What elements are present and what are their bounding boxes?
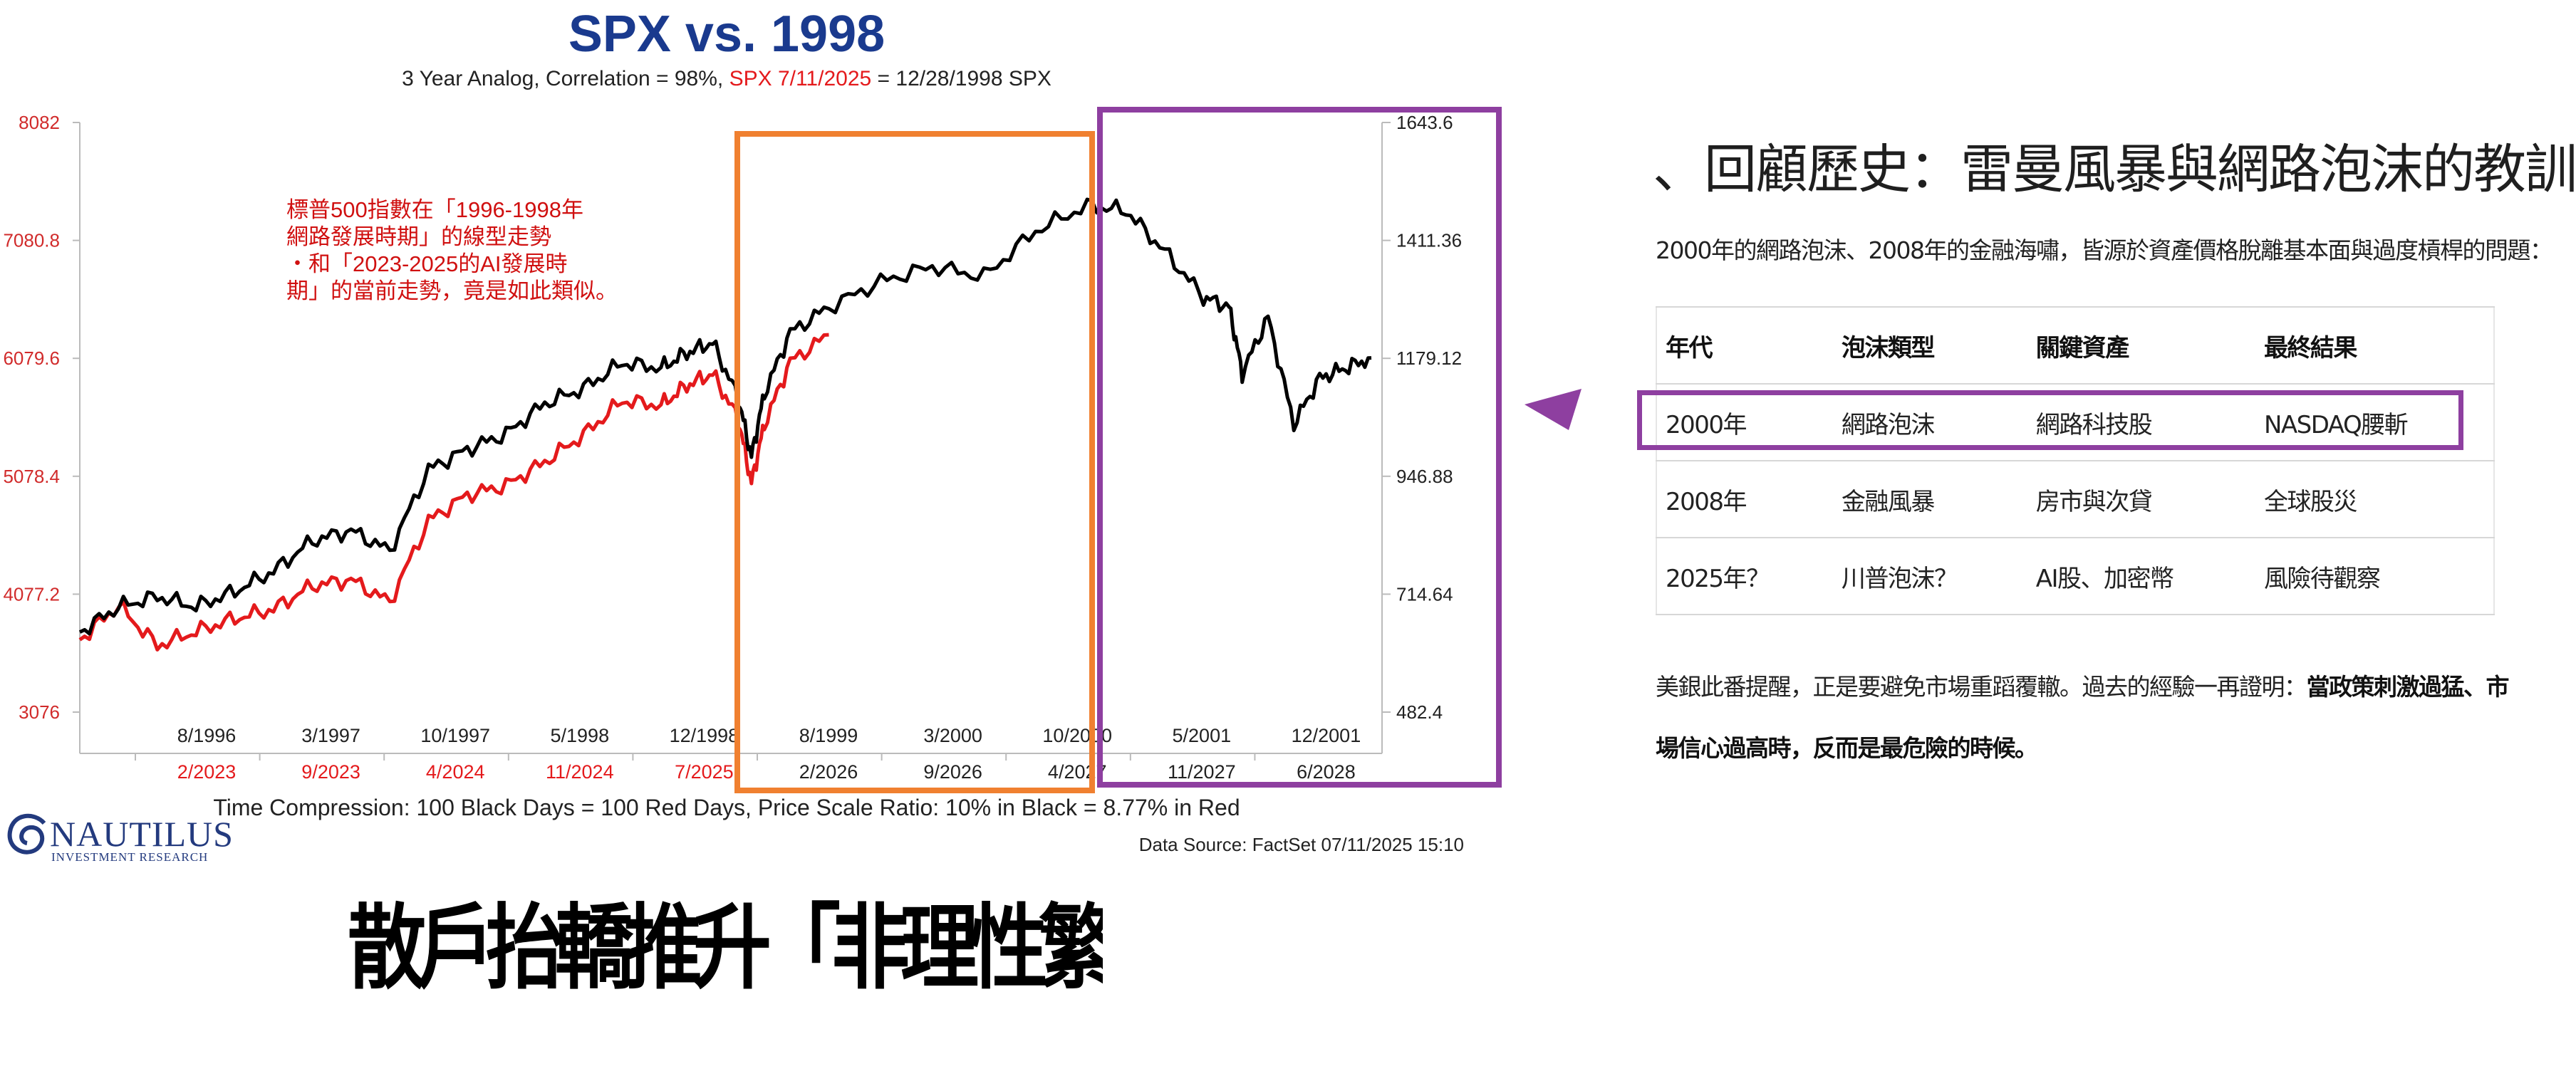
- article-title: 、回顧歷史：雷曼風暴與網路泡沫的教訓: [1653, 139, 2576, 200]
- spx-analog-chart: SPX vs. 1998 3 Year Analog, Correlation …: [3, 6, 1502, 855]
- nautilus-logo: NAUTILUS INVESTMENT RESEARCH: [6, 810, 248, 869]
- table-header: 最終結果: [2255, 306, 2494, 384]
- right-axis-ticks: 1643.6 1411.36 1179.12 946.88 714.64 482.4: [1382, 112, 1462, 723]
- article-note: 美銀此番提醒，正是要避免市場重蹈覆轍。過去的經驗一再證明：當政策刺激過猛、市場信…: [1656, 657, 2510, 779]
- annotation-line: 網路發展時期」的線型走勢: [286, 224, 551, 249]
- x-tick-label-2025: 2/2023: [177, 761, 237, 783]
- left-tick-label: 7080.8: [3, 230, 60, 251]
- annotation-line: ・和「2023-2025的AI發展時: [286, 251, 568, 276]
- table-row: 2008年 金融風暴 房市與次貸 全球股災: [1656, 460, 2494, 538]
- chart-footer: Time Compression: 100 Black Days = 100 R…: [213, 795, 1240, 820]
- data-source: Data Source: FactSet 07/11/2025 15:10: [1139, 834, 1464, 855]
- logo-wordmark: NAUTILUS: [50, 814, 234, 854]
- x-axis-red-ticks: 2/2023 9/2023 4/2024 11/2024 7/2025 2/2026 9/2…: [135, 753, 1356, 783]
- table-cell: 2025年？: [1656, 537, 1833, 615]
- x-tick-label-2025: 2/2026: [799, 761, 858, 783]
- subtitle-part-3: = 12/28/1998 SPX: [871, 67, 1051, 90]
- right-tick-label: 482.4: [1396, 701, 1443, 723]
- chart-subtitle: 3 Year Analog, Correlation = 98%, SPX 7/…: [402, 67, 1051, 90]
- x-tick-label-1998: 3/1997: [301, 725, 360, 746]
- arrow-head-icon: [1525, 389, 1582, 430]
- x-tick-label-1998: 10/1997: [420, 725, 490, 746]
- left-tick-label: 3076: [19, 701, 60, 723]
- headline: 散戶抬轎推升「非理性繁榮」末升段的驅動因素即將出現: [348, 894, 1103, 1002]
- purple-highlight-box: [1097, 107, 1502, 788]
- note-plain: 美銀此番提醒，正是要避免市場重蹈覆轍。過去的經驗一再證明：: [1656, 673, 2307, 701]
- x-tick-label-2025: 6/2028: [1297, 761, 1356, 783]
- chart-title: SPX vs. 1998: [568, 6, 885, 63]
- table-cell: 川普泡沫？: [1832, 537, 2027, 615]
- x-tick-label-2025: 4/2027: [1048, 761, 1107, 783]
- left-tick-label: 6079.6: [3, 348, 60, 369]
- left-tick-label: 8082: [19, 112, 60, 133]
- table-cell: 風險待觀察: [2255, 537, 2494, 615]
- right-tick-label: 1179.12: [1396, 348, 1462, 369]
- article-intro: 2000年的網路泡沫、2008年的金融海嘯，皆源於資產價格脫離基本面與過度槓桿的…: [1656, 236, 2553, 264]
- x-tick-label-1998: 5/1998: [551, 725, 610, 746]
- bubble-table: 年代 泡沫類型 關鍵資產 最終結果 2000年 網路泡沫 網路科技股 NASDA…: [1656, 306, 2495, 615]
- x-tick-label-2025: 7/2025: [675, 761, 734, 783]
- x-tick-label-2025: 4/2024: [426, 761, 485, 783]
- left-tick-label: 5078.4: [3, 466, 60, 487]
- orange-highlight-box: [734, 131, 1095, 793]
- x-tick-label-1998: 12/1998: [670, 725, 739, 746]
- row-2000-highlight-box: [1637, 390, 2463, 450]
- x-axis-black-ticks: 8/1996 3/1997 10/1997 5/1998 12/1998 8/1999 3/…: [177, 725, 1361, 746]
- table-cell: 2008年: [1656, 460, 1833, 538]
- x-tick-label-2025: 11/2027: [1168, 761, 1236, 783]
- x-tick-label-1998: 12/2001: [1292, 725, 1361, 746]
- right-tick-label: 946.88: [1396, 466, 1453, 487]
- table-row: 2025年？ 川普泡沫？ AI股、加密幣 風險待觀察: [1656, 537, 2494, 615]
- right-tick-label: 1643.6: [1396, 112, 1453, 133]
- article-panel: 、回顧歷史：雷曼風暴與網路泡沫的教訓 2000年的網路泡沫、2008年的金融海嘯…: [1653, 114, 2576, 783]
- table-cell: 金融風暴: [1832, 460, 2027, 538]
- subtitle-part-red: SPX 7/11/2025: [729, 67, 872, 90]
- x-tick-label-2025: 11/2024: [546, 761, 614, 783]
- subtitle-part-1: 3 Year Analog, Correlation = 98%,: [402, 67, 729, 90]
- right-tick-label: 1411.36: [1396, 230, 1462, 251]
- x-tick-label-2025: 9/2026: [923, 761, 982, 783]
- x-tick-label-2025: 9/2023: [301, 761, 360, 783]
- x-tick-label-1998: 5/2001: [1173, 725, 1232, 746]
- left-axis-ticks: 8082 7080.8 6079.6 5078.4 4077.2 3076: [3, 112, 80, 723]
- right-tick-label: 714.64: [1396, 583, 1453, 605]
- table-header-row: 年代 泡沫類型 關鍵資產 最終結果: [1656, 306, 2494, 384]
- note-bold: 當政策刺激過猛、市場信心過高時，反而是最危險的時候。: [1656, 673, 2510, 762]
- table-header: 年代: [1656, 306, 1833, 384]
- x-tick-label-1998: 3/2000: [923, 725, 982, 746]
- chart-annotation: 標普500指數在「1996-1998年 網路發展時期」的線型走勢 ・和「2023…: [286, 197, 618, 303]
- series-line-2025: [78, 333, 829, 652]
- series-line-1998: [78, 197, 1372, 636]
- annotation-line: 期」的當前走勢，竟是如此類似。: [286, 278, 618, 303]
- table-cell: 全球股災: [2255, 460, 2494, 538]
- logo-subtitle: INVESTMENT RESEARCH: [51, 850, 209, 864]
- x-tick-label-1998: 8/1999: [799, 725, 858, 746]
- table-cell: 房市與次貸: [2027, 460, 2255, 538]
- table-header: 泡沫類型: [1832, 306, 2027, 384]
- table-cell: AI股、加密幣: [2027, 537, 2255, 615]
- table-header: 關鍵資產: [2027, 306, 2255, 384]
- annotation-line: 標普500指數在「1996-1998年: [286, 197, 583, 222]
- nautilus-shell-icon: [7, 813, 46, 855]
- left-tick-label: 4077.2: [3, 583, 60, 605]
- x-tick-label-1998: 8/1996: [177, 725, 237, 746]
